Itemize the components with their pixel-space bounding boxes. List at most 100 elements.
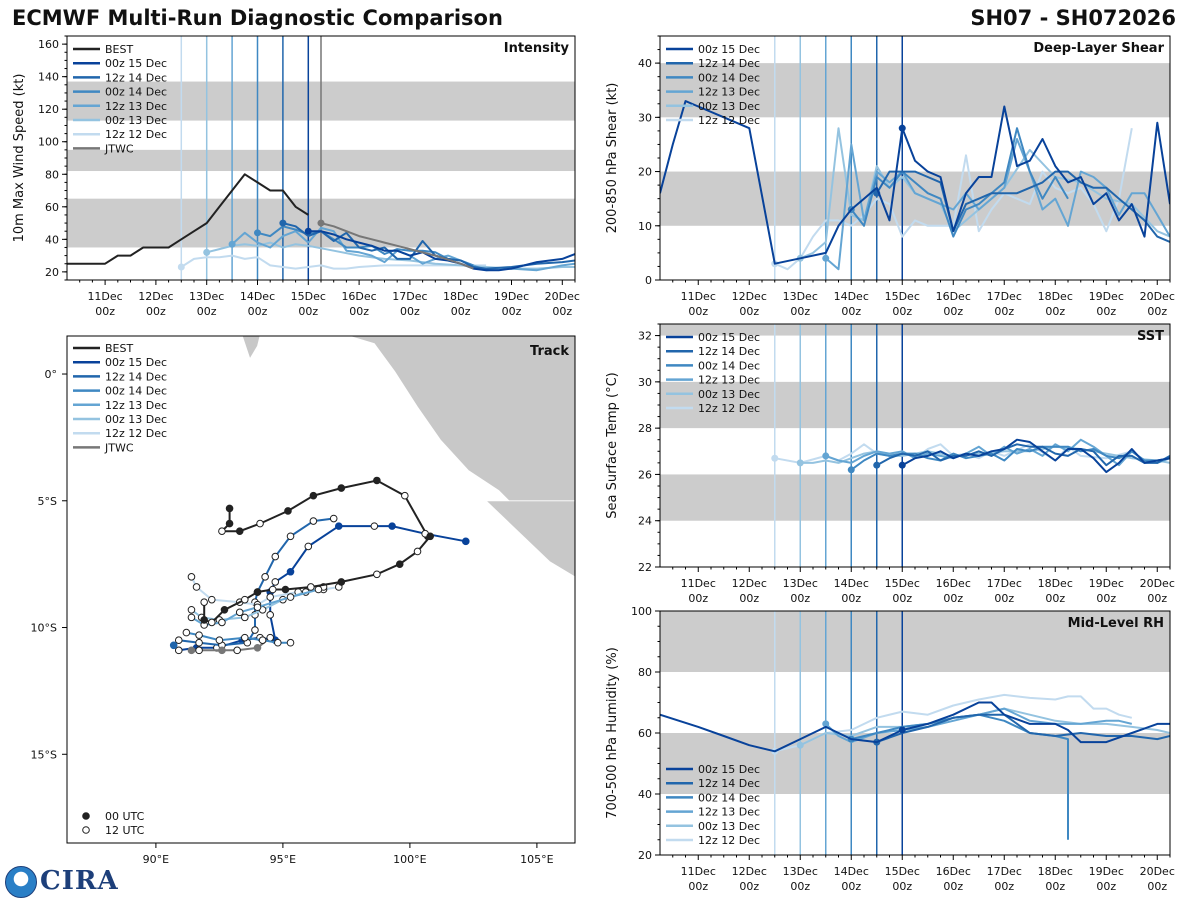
x-tick-label: 18Dec	[1038, 290, 1073, 303]
y-tick-label: 5°S	[38, 495, 57, 508]
series-line-00z-15-Dec	[660, 100, 1170, 265]
legend-label: 12z 13 Dec	[105, 100, 167, 113]
x-tick-label: 00z	[1147, 305, 1167, 318]
panel-track: 90°E 95°E 100°E 105°E 0° 5°S 10°S 15°S Track BEST…	[31, 335, 576, 866]
track-point	[251, 626, 259, 634]
x-tick-label: 14Dec	[834, 290, 869, 303]
init-point	[796, 459, 804, 467]
y-tick-label: 10	[638, 220, 652, 233]
legend-label: 00z 14 Dec	[698, 359, 760, 372]
series-line-BEST	[67, 173, 309, 265]
legend-label: 00z 15 Dec	[105, 356, 167, 369]
legend-label: 00z 15 Dec	[698, 43, 760, 56]
series-line-00z-15-Dec	[660, 701, 1170, 753]
track-point	[261, 573, 269, 581]
legend-label: 00z 14 Dec	[105, 385, 167, 398]
init-point	[822, 254, 830, 262]
track-point	[195, 646, 203, 655]
x-tick-label: 17Dec	[392, 290, 427, 303]
legend-label: 12z 12 Dec	[698, 834, 760, 847]
panel-title: Intensity	[504, 41, 570, 56]
x-tick-label: 17Dec	[987, 290, 1022, 303]
noaa-logo-icon	[5, 866, 37, 898]
threshold-band	[660, 611, 1170, 672]
threshold-band	[660, 474, 1170, 521]
y-tick-label: 40	[638, 788, 652, 801]
track-point	[286, 567, 295, 576]
track-point	[241, 595, 249, 604]
legend-label: JTWC	[104, 441, 134, 454]
init-point	[898, 461, 906, 469]
x-tick-label: 95°E	[270, 853, 296, 866]
y-tick-label: 60	[638, 727, 652, 740]
track-point	[461, 537, 470, 546]
init-point	[279, 219, 287, 227]
init-point	[822, 720, 830, 728]
track-point	[218, 527, 226, 535]
track-point	[187, 573, 196, 581]
init-point	[228, 240, 236, 248]
legend-label: 12z 14 Dec	[698, 345, 760, 358]
track-point	[286, 593, 295, 601]
x-tick-label: 11Dec	[681, 865, 716, 878]
x-tick-label: 00z	[400, 305, 420, 318]
legend-label: 00z 14 Dec	[698, 791, 760, 804]
legend-label: 00z 13 Dec	[698, 820, 760, 833]
legend-label: 00z 15 Dec	[698, 331, 760, 344]
legend-label: 00z 15 Dec	[698, 763, 760, 776]
series-line-00z-14-Dec	[850, 127, 1069, 238]
y-axis-label: 200-850 hPa Shear (kt)	[605, 83, 620, 234]
x-tick-label: 00z	[1096, 880, 1116, 893]
legend-label: 00z 13 Dec	[105, 114, 167, 127]
x-tick-label: 11Dec	[681, 290, 716, 303]
track-point	[266, 633, 275, 642]
track-point	[286, 532, 295, 541]
x-tick-label: 16Dec	[341, 290, 376, 303]
legend-label: 00z 13 Dec	[698, 388, 760, 401]
x-tick-label: 19Dec	[1089, 577, 1124, 590]
x-tick-label: 12Dec	[732, 290, 767, 303]
track-point	[395, 560, 404, 568]
x-tick-label: 19Dec	[1089, 290, 1124, 303]
x-tick-label: 00z	[892, 592, 912, 605]
track-point	[225, 504, 234, 513]
x-tick-label: 20Dec	[545, 290, 580, 303]
track-point	[426, 532, 435, 541]
x-tick-label: 00z	[841, 880, 861, 893]
track-point	[225, 519, 234, 528]
legend-label: 00z 14 Dec	[698, 71, 760, 84]
track-point	[200, 598, 208, 606]
legend-label: 12z 14 Dec	[698, 777, 760, 790]
x-tick-label: 00z	[451, 305, 471, 318]
landmass	[241, 336, 261, 360]
legend-label: 00z 13 Dec	[105, 413, 167, 426]
x-tick-label: 17Dec	[987, 577, 1022, 590]
y-tick-label: 60	[45, 201, 59, 214]
track-point	[187, 646, 196, 655]
storm-id-title: SH07 - SH072026	[970, 6, 1176, 30]
track-point	[304, 542, 313, 551]
x-tick-label: 00z	[1147, 592, 1167, 605]
track-point	[218, 618, 226, 627]
panel-title: Deep-Layer Shear	[1033, 41, 1164, 56]
y-tick-label: 120	[38, 103, 59, 116]
series-line-12z-14-Dec	[876, 713, 1170, 744]
legend-label: 12z 12 Dec	[105, 427, 167, 440]
init-point	[898, 726, 906, 734]
track-point	[284, 507, 292, 515]
y-tick-label: 100	[38, 136, 59, 149]
x-tick-label: 100°E	[393, 853, 426, 866]
series-line-12z-14-Dec	[875, 170, 1170, 243]
series-line-12z-12-Dec	[774, 693, 1133, 753]
x-tick-label: 20Dec	[1140, 577, 1175, 590]
x-tick-label: 00z	[146, 305, 166, 318]
y-tick-label: 140	[38, 71, 59, 84]
track-point	[334, 522, 343, 530]
y-tick-label: 24	[638, 515, 652, 528]
landmass	[485, 500, 575, 578]
legend-label: 12z 12 Dec	[698, 402, 760, 415]
track-point	[309, 491, 318, 500]
track-point	[266, 611, 275, 619]
legend-label: 00z 15 Dec	[105, 57, 167, 70]
